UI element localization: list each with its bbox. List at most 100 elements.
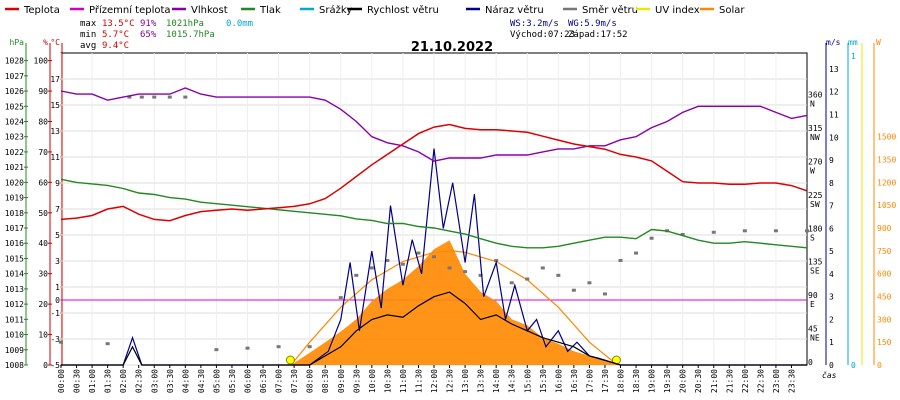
x-tick-36: 18:00 — [617, 369, 626, 393]
wind-dir-point-19 — [463, 270, 468, 274]
legend-label-6: Náraz větru — [485, 4, 544, 16]
x-tick-47: 23:30 — [787, 369, 796, 393]
wind-dir-point-23 — [525, 277, 530, 281]
wind-dir-point-2 — [127, 95, 132, 99]
x-tick-14: 07:00 — [275, 369, 284, 393]
wind-dir-point-35 — [742, 229, 747, 233]
x-tick-24: 12:00 — [430, 369, 439, 393]
left-axis-1-tick-5: 50 — [38, 209, 48, 218]
ms-tick-9: 9 — [829, 156, 834, 165]
wind-dir-point-25 — [556, 273, 561, 277]
w-tick-10: 1500 — [877, 133, 896, 142]
ms-tick-11: 11 — [829, 110, 839, 119]
dir-tick-7: 45 — [808, 325, 818, 334]
left-axis-0-tick-20: 1028 — [5, 57, 24, 66]
stats-avg-temp: 9.4°C — [102, 41, 129, 51]
x-tick-27: 13:30 — [477, 369, 486, 393]
legend-label-3: Tlak — [259, 5, 281, 16]
wind-speed-avg: WS:3.2m/s — [510, 19, 559, 29]
left-axis-2-tick-4: 1 — [55, 283, 60, 292]
ms-tick-12: 12 — [829, 88, 839, 97]
left-axis-2-tick-3: 0 — [55, 296, 60, 305]
ms-tick-5: 5 — [829, 247, 834, 256]
left-axis-1-tick-0: 0 — [43, 361, 48, 370]
ms-tick-3: 3 — [829, 293, 834, 302]
stats-min-temp: 5.7°C — [102, 30, 129, 40]
dir-label-5: SE — [810, 267, 820, 276]
w-tick-5: 750 — [877, 247, 892, 256]
chart-title: 21.10.2022 — [411, 40, 493, 55]
wind-dir-point-13 — [369, 266, 374, 270]
legend-label-9: Solar — [719, 5, 745, 16]
left-axis-2-tick-5: 3 — [55, 257, 60, 266]
dir-tick-8: 0 — [808, 358, 813, 367]
x-tick-28: 14:00 — [492, 369, 501, 393]
x-tick-29: 14:30 — [508, 369, 517, 393]
left-axis-1-tick-1: 10 — [38, 331, 48, 340]
series-solar — [291, 240, 618, 365]
left-axis-label-1: % — [43, 38, 48, 47]
wind-dir-point-11 — [338, 296, 343, 300]
left-axis-1-tick-7: 70 — [38, 148, 48, 157]
left-axis-0-tick-8: 1016 — [5, 239, 24, 248]
dir-label-3: SW — [810, 200, 820, 209]
ms-tick-13: 13 — [829, 65, 839, 74]
dir-tick-3: 225 — [808, 191, 823, 200]
ms-tick-4: 4 — [829, 270, 834, 279]
left-axes: 1008100910101011101210131014101510161017… — [5, 38, 64, 370]
wind-dir-point-37 — [805, 229, 809, 233]
wind-dir-point-18 — [447, 266, 452, 270]
dir-label-4: S — [810, 233, 815, 242]
x-tick-12: 06:00 — [244, 369, 253, 393]
legend-label-2: Vlhkost — [191, 5, 228, 16]
dir-label-7: NE — [810, 334, 820, 343]
sunset-time: Západ:17:52 — [568, 30, 628, 40]
x-tick-6: 03:00 — [150, 369, 159, 393]
left-axis-0-tick-6: 1014 — [5, 270, 24, 279]
left-axis-0-tick-4: 1012 — [5, 300, 24, 309]
x-tick-25: 12:30 — [446, 369, 455, 393]
wind-dir-point-28 — [602, 292, 607, 296]
x-tick-39: 19:30 — [663, 369, 672, 393]
left-axis-1-tick-10: 100 — [34, 57, 49, 66]
left-axis-0-tick-2: 1010 — [5, 331, 24, 340]
x-tick-38: 19:00 — [648, 369, 657, 393]
w-tick-1: 150 — [877, 338, 892, 347]
w-axis-label: W — [876, 38, 881, 47]
wind-dir-point-8 — [245, 346, 250, 350]
wind-dir-point-26 — [571, 288, 576, 292]
stats-block: max 13.5°C 91% 1021hPa 0.0mm min 5.7°C 6… — [80, 19, 253, 51]
wind-dir-point-30 — [634, 251, 639, 255]
left-axis-1-tick-2: 20 — [38, 300, 48, 309]
x-tick-13: 06:30 — [259, 369, 268, 393]
left-axis-0-tick-5: 1013 — [5, 285, 24, 294]
left-axis-2-tick-9: 11 — [50, 153, 60, 162]
left-axis-1-tick-4: 40 — [38, 239, 48, 248]
wind-dir-point-27 — [587, 281, 592, 285]
legend-label-0: Teplota — [23, 5, 60, 16]
x-tick-40: 20:00 — [679, 369, 688, 393]
x-tick-5: 02:30 — [135, 369, 144, 393]
dir-label-2: W — [810, 166, 815, 175]
wind-info: WS:3.2m/s WG:5.9m/s Východ:07:23 Západ:1… — [510, 19, 628, 40]
x-tick-22: 11:00 — [399, 369, 408, 393]
wind-dir-point-22 — [509, 281, 514, 285]
wind-gust-max: WG:5.9m/s — [568, 19, 617, 29]
x-axis-label: čas — [822, 370, 837, 380]
wind-dir-point-5 — [167, 95, 172, 99]
mm-tick-0: 0 — [851, 361, 856, 370]
x-tick-1: 00:30 — [73, 369, 82, 393]
wind-dir-point-17 — [432, 255, 436, 259]
left-axis-1-tick-8: 80 — [38, 117, 48, 126]
stats-min-hum: 65% — [140, 30, 157, 40]
left-axis-label-0: hPa — [10, 38, 25, 47]
wind-dir-point-1 — [105, 342, 110, 346]
left-axis-0-tick-14: 1022 — [5, 148, 24, 157]
wind-dir-point-33 — [680, 233, 685, 236]
x-axis: 00:00 00:30 01:00 01:30 02:00 02:30 03:00 03:30… — [57, 365, 837, 393]
x-tick-31: 15:30 — [539, 369, 548, 393]
w-tick-0: 0 — [877, 361, 882, 370]
ms-tick-6: 6 — [829, 224, 834, 233]
x-tick-18: 09:00 — [337, 369, 346, 393]
left-axis-2-tick-11: 15 — [50, 101, 60, 110]
